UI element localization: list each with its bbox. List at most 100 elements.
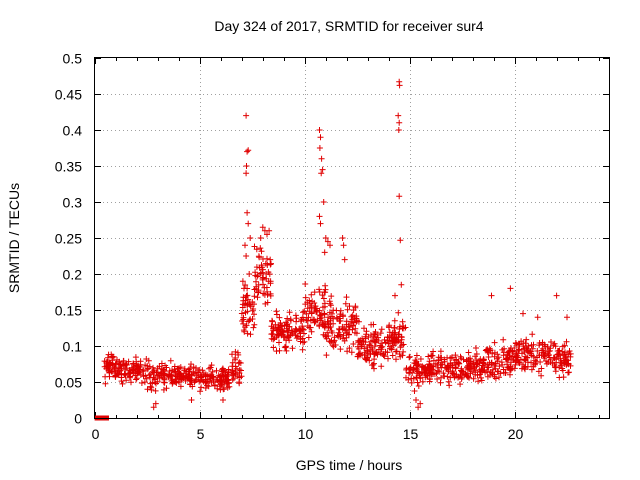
data-point bbox=[500, 369, 507, 376]
data-point bbox=[330, 307, 337, 314]
data-point bbox=[416, 371, 423, 377]
y-tick-label: 0.05 bbox=[55, 375, 82, 391]
data-point bbox=[342, 300, 349, 307]
data-point bbox=[220, 397, 226, 403]
data-point bbox=[190, 364, 197, 371]
data-point bbox=[337, 307, 344, 314]
data-point bbox=[328, 293, 335, 300]
data-point bbox=[292, 312, 299, 319]
data-point bbox=[118, 378, 125, 385]
data-point bbox=[311, 319, 318, 326]
data-point bbox=[524, 354, 531, 361]
data-point bbox=[536, 340, 543, 346]
data-point bbox=[323, 352, 330, 359]
data-point bbox=[320, 295, 327, 302]
data-point bbox=[327, 302, 334, 309]
data-point bbox=[176, 365, 183, 372]
data-point bbox=[308, 304, 315, 311]
data-point bbox=[349, 326, 356, 333]
data-point bbox=[561, 351, 568, 358]
data-point bbox=[561, 342, 568, 349]
data-point bbox=[459, 368, 465, 375]
data-point bbox=[330, 315, 337, 322]
data-point bbox=[299, 346, 306, 353]
data-point bbox=[430, 348, 437, 355]
data-point bbox=[270, 344, 277, 351]
data-point bbox=[293, 315, 300, 322]
data-point bbox=[246, 317, 253, 324]
data-point bbox=[161, 372, 168, 378]
data-point bbox=[426, 358, 433, 365]
data-point bbox=[352, 304, 359, 311]
data-point bbox=[387, 345, 393, 352]
data-point bbox=[397, 237, 404, 244]
data-point bbox=[225, 369, 231, 376]
data-point bbox=[317, 134, 324, 141]
data-point bbox=[449, 354, 455, 361]
data-point bbox=[269, 330, 276, 337]
data-point bbox=[220, 365, 226, 372]
data-point bbox=[390, 342, 397, 349]
data-point bbox=[334, 332, 341, 339]
data-point bbox=[399, 352, 406, 359]
data-point bbox=[241, 328, 248, 335]
data-point bbox=[273, 311, 280, 318]
x-tick-label: 0 bbox=[92, 426, 100, 442]
data-point bbox=[507, 285, 514, 292]
data-point bbox=[447, 360, 454, 367]
data-point bbox=[413, 374, 420, 381]
data-point bbox=[281, 344, 288, 351]
data-point bbox=[398, 334, 405, 341]
data-point bbox=[434, 367, 441, 374]
data-point bbox=[565, 369, 571, 376]
data-point bbox=[457, 381, 464, 388]
data-point bbox=[512, 359, 519, 366]
data-point bbox=[103, 359, 110, 366]
data-point bbox=[238, 310, 245, 317]
data-point bbox=[259, 269, 266, 276]
data-point bbox=[423, 372, 430, 379]
data-point bbox=[255, 288, 262, 295]
data-point bbox=[356, 350, 363, 357]
y-tick-label: 0 bbox=[74, 411, 82, 427]
data-point bbox=[293, 335, 300, 342]
data-point bbox=[151, 369, 158, 376]
data-point bbox=[362, 355, 369, 362]
data-point bbox=[464, 373, 471, 380]
data-point bbox=[236, 380, 243, 387]
data-point bbox=[218, 368, 225, 375]
chart-title: Day 324 of 2017, SRMTID for receiver sur… bbox=[214, 18, 483, 34]
data-point bbox=[378, 346, 385, 353]
data-point bbox=[319, 166, 326, 173]
data-point bbox=[150, 374, 157, 381]
data-point bbox=[368, 338, 375, 345]
data-point bbox=[211, 382, 218, 389]
data-point bbox=[434, 376, 441, 382]
data-point bbox=[489, 366, 496, 373]
data-point bbox=[349, 312, 356, 319]
data-point bbox=[339, 235, 346, 241]
data-point bbox=[162, 362, 169, 369]
data-point bbox=[243, 253, 250, 259]
data-point bbox=[133, 358, 140, 365]
data-point bbox=[386, 329, 393, 336]
data-point bbox=[273, 334, 280, 340]
data-point bbox=[125, 358, 132, 365]
data-point bbox=[188, 397, 195, 403]
data-point bbox=[232, 355, 239, 361]
data-point bbox=[507, 371, 513, 378]
x-tick-labels: 0 5 10 15 20 bbox=[92, 426, 524, 442]
data-point bbox=[244, 292, 251, 299]
data-point bbox=[484, 368, 490, 375]
data-point bbox=[246, 271, 253, 277]
data-point bbox=[411, 388, 418, 394]
data-point bbox=[484, 373, 491, 380]
data-point bbox=[564, 314, 570, 321]
data-point bbox=[445, 368, 452, 375]
data-point bbox=[396, 193, 403, 200]
data-point bbox=[480, 360, 487, 367]
data-point bbox=[455, 360, 462, 367]
data-point bbox=[198, 373, 205, 380]
data-point bbox=[343, 321, 350, 328]
data-point bbox=[114, 368, 121, 375]
